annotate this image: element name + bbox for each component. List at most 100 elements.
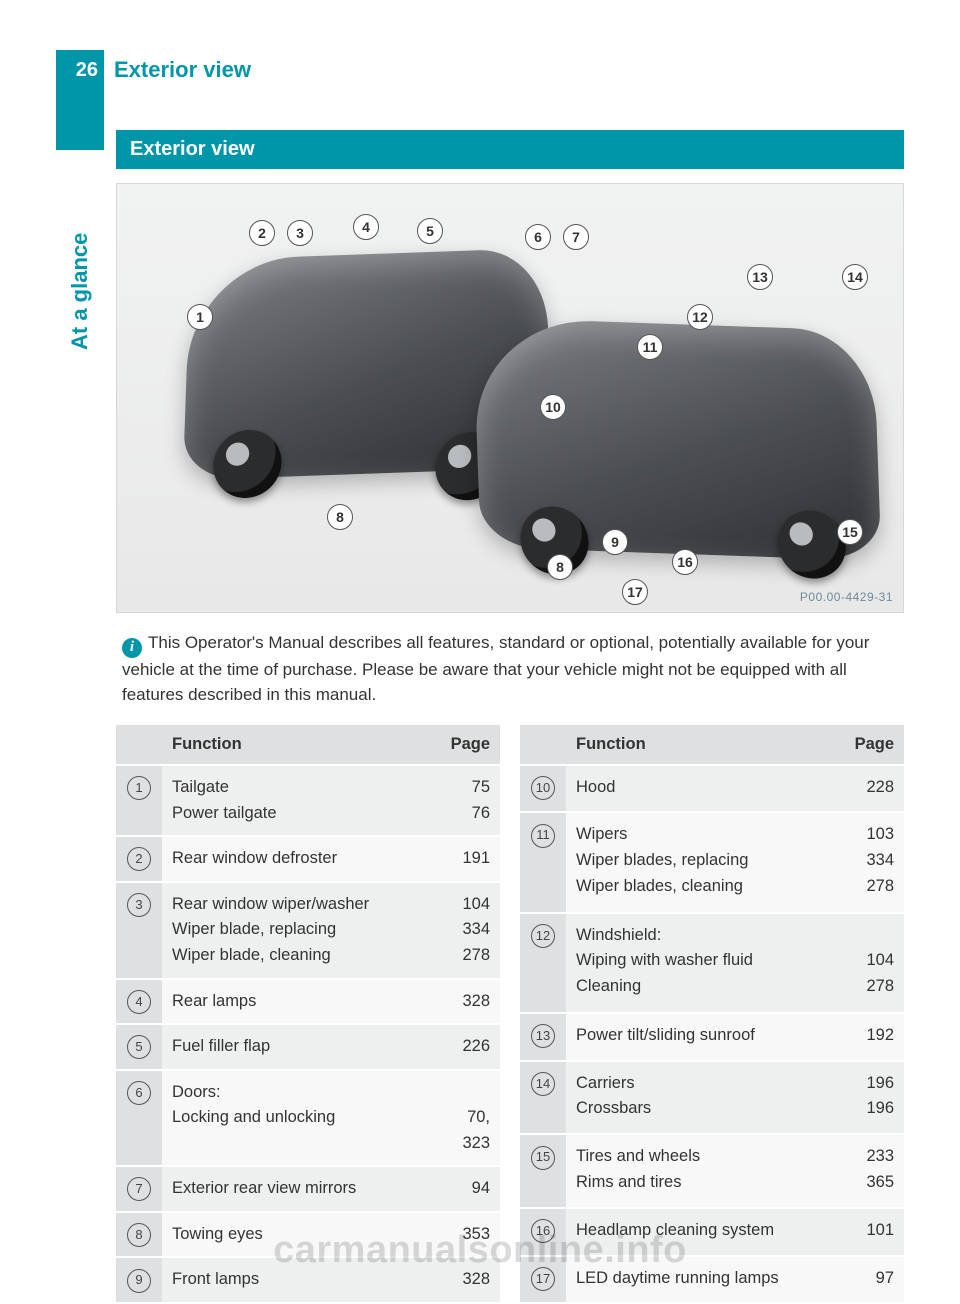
row-function: Front lamps	[162, 1257, 430, 1303]
row-page: 328	[430, 979, 500, 1025]
enclosed-number-icon: 5	[127, 1035, 151, 1059]
row-function: Rear window wiper/washer Wiper blade, re…	[162, 882, 430, 979]
row-function: Wipers Wiper blades, replacing Wiper bla…	[566, 812, 834, 912]
running-head: Exterior view	[104, 50, 251, 90]
callout-marker: 3	[287, 220, 313, 246]
side-tab-block	[56, 90, 104, 150]
function-table-left: Function Page 1Tailgate Power tailgate75…	[116, 725, 500, 1304]
row-page: 97	[834, 1256, 904, 1303]
row-page: 104 334 278	[430, 882, 500, 979]
callout-marker: 5	[417, 218, 443, 244]
row-page: 353	[430, 1212, 500, 1258]
enclosed-number-icon: 11	[531, 824, 555, 848]
enclosed-number-icon: 8	[127, 1223, 151, 1247]
row-page: 75 76	[430, 765, 500, 836]
row-symbol: 1	[116, 765, 162, 836]
callout-marker: 9	[602, 529, 628, 555]
callout-marker: 8	[547, 554, 573, 580]
table-row: 16Headlamp cleaning system101	[520, 1208, 904, 1255]
callout-marker: 13	[747, 264, 773, 290]
callout-marker: 16	[672, 549, 698, 575]
row-page: 101	[834, 1208, 904, 1255]
row-symbol: 13	[520, 1013, 566, 1060]
enclosed-number-icon: 12	[531, 924, 555, 948]
enclosed-number-icon: 14	[531, 1072, 555, 1096]
table-header-function: Function	[162, 725, 430, 765]
enclosed-number-icon: 1	[127, 776, 151, 800]
table-header-page: Page	[430, 725, 500, 765]
enclosed-number-icon: 4	[127, 990, 151, 1014]
table-row: 1 Tailgate Power tailgate75 76	[116, 765, 500, 836]
callout-marker: 2	[249, 220, 275, 246]
enclosed-number-icon: 6	[127, 1081, 151, 1105]
row-page: 191	[430, 836, 500, 882]
callout-marker: 15	[837, 519, 863, 545]
row-function: Exterior rear view mirrors	[162, 1166, 430, 1212]
callout-marker: 8	[327, 504, 353, 530]
enclosed-number-icon: 2	[127, 847, 151, 871]
wheel-graphic	[777, 509, 848, 579]
row-function: Carriers Crossbars	[566, 1061, 834, 1135]
info-note-text: This Operator's Manual describes all fea…	[122, 633, 869, 704]
row-symbol: 17	[520, 1256, 566, 1303]
table-header-symbol	[116, 725, 162, 765]
row-symbol: 9	[116, 1257, 162, 1303]
row-page: 104 278	[834, 913, 904, 1013]
info-icon: i	[122, 638, 142, 658]
function-tables: Function Page 1Tailgate Power tailgate75…	[116, 725, 904, 1304]
enclosed-number-icon: 10	[531, 776, 555, 800]
row-symbol: 8	[116, 1212, 162, 1258]
content-area: Exterior view P00.00-4429-31 12345678891…	[116, 130, 904, 1304]
enclosed-number-icon: 17	[531, 1267, 555, 1291]
callout-marker: 10	[540, 394, 566, 420]
table-row: 7Exterior rear view mirrors94	[116, 1166, 500, 1212]
row-function: Hood	[566, 765, 834, 812]
table-row: 10 Hood228	[520, 765, 904, 812]
enclosed-number-icon: 3	[127, 893, 151, 917]
row-symbol: 12	[520, 913, 566, 1013]
info-note: iThis Operator's Manual describes all fe…	[122, 631, 898, 707]
row-page: 70, 323	[430, 1070, 500, 1167]
side-section-label: At a glance	[56, 150, 104, 350]
row-function: Power tilt/sliding sunroof	[566, 1013, 834, 1060]
table-row: 9 Front lamps328	[116, 1257, 500, 1303]
callout-marker: 4	[353, 214, 379, 240]
table-row: 8Towing eyes353	[116, 1212, 500, 1258]
wheel-graphic	[212, 429, 283, 499]
row-function: Windshield: Wiping with washer fluid Cle…	[566, 913, 834, 1013]
row-symbol: 11	[520, 812, 566, 912]
enclosed-number-icon: 15	[531, 1146, 555, 1170]
row-symbol: 14	[520, 1061, 566, 1135]
table-header-page: Page	[834, 725, 904, 765]
row-page: 233 365	[834, 1134, 904, 1208]
enclosed-number-icon: 7	[127, 1177, 151, 1201]
row-function: Rear lamps	[162, 979, 430, 1025]
row-page: 328	[430, 1257, 500, 1303]
side-section-text: At a glance	[67, 233, 93, 350]
row-symbol: 2	[116, 836, 162, 882]
table-header-symbol	[520, 725, 566, 765]
table-row: 6 Doors: Locking and unlocking 70, 323	[116, 1070, 500, 1167]
table-row: 12 Windshield: Wiping with washer fluid C…	[520, 913, 904, 1013]
row-function: Doors: Locking and unlocking	[162, 1070, 430, 1167]
row-symbol: 15	[520, 1134, 566, 1208]
row-page: 103 334 278	[834, 812, 904, 912]
row-function: Rear window defroster	[162, 836, 430, 882]
table-row: 17 LED daytime running lamps97	[520, 1256, 904, 1303]
table-row: 4 Rear lamps328	[116, 979, 500, 1025]
row-symbol: 6	[116, 1070, 162, 1167]
function-table-right: Function Page 10Hood22811Wipers Wiper bl…	[520, 725, 904, 1304]
row-page: 226	[430, 1024, 500, 1070]
row-function: Tailgate Power tailgate	[162, 765, 430, 836]
enclosed-number-icon: 9	[127, 1269, 151, 1293]
row-function: LED daytime running lamps	[566, 1256, 834, 1303]
page-header: 26 Exterior view	[56, 50, 904, 90]
table-row: 11 Wipers Wiper blades, replacing Wiper b…	[520, 812, 904, 912]
row-page: 196 196	[834, 1061, 904, 1135]
row-function: Tires and wheels Rims and tires	[566, 1134, 834, 1208]
callout-marker: 11	[637, 334, 663, 360]
row-page: 228	[834, 765, 904, 812]
enclosed-number-icon: 13	[531, 1024, 555, 1048]
row-symbol: 3	[116, 882, 162, 979]
table-row: 15 Tires and wheels Rims and tires233 365	[520, 1134, 904, 1208]
